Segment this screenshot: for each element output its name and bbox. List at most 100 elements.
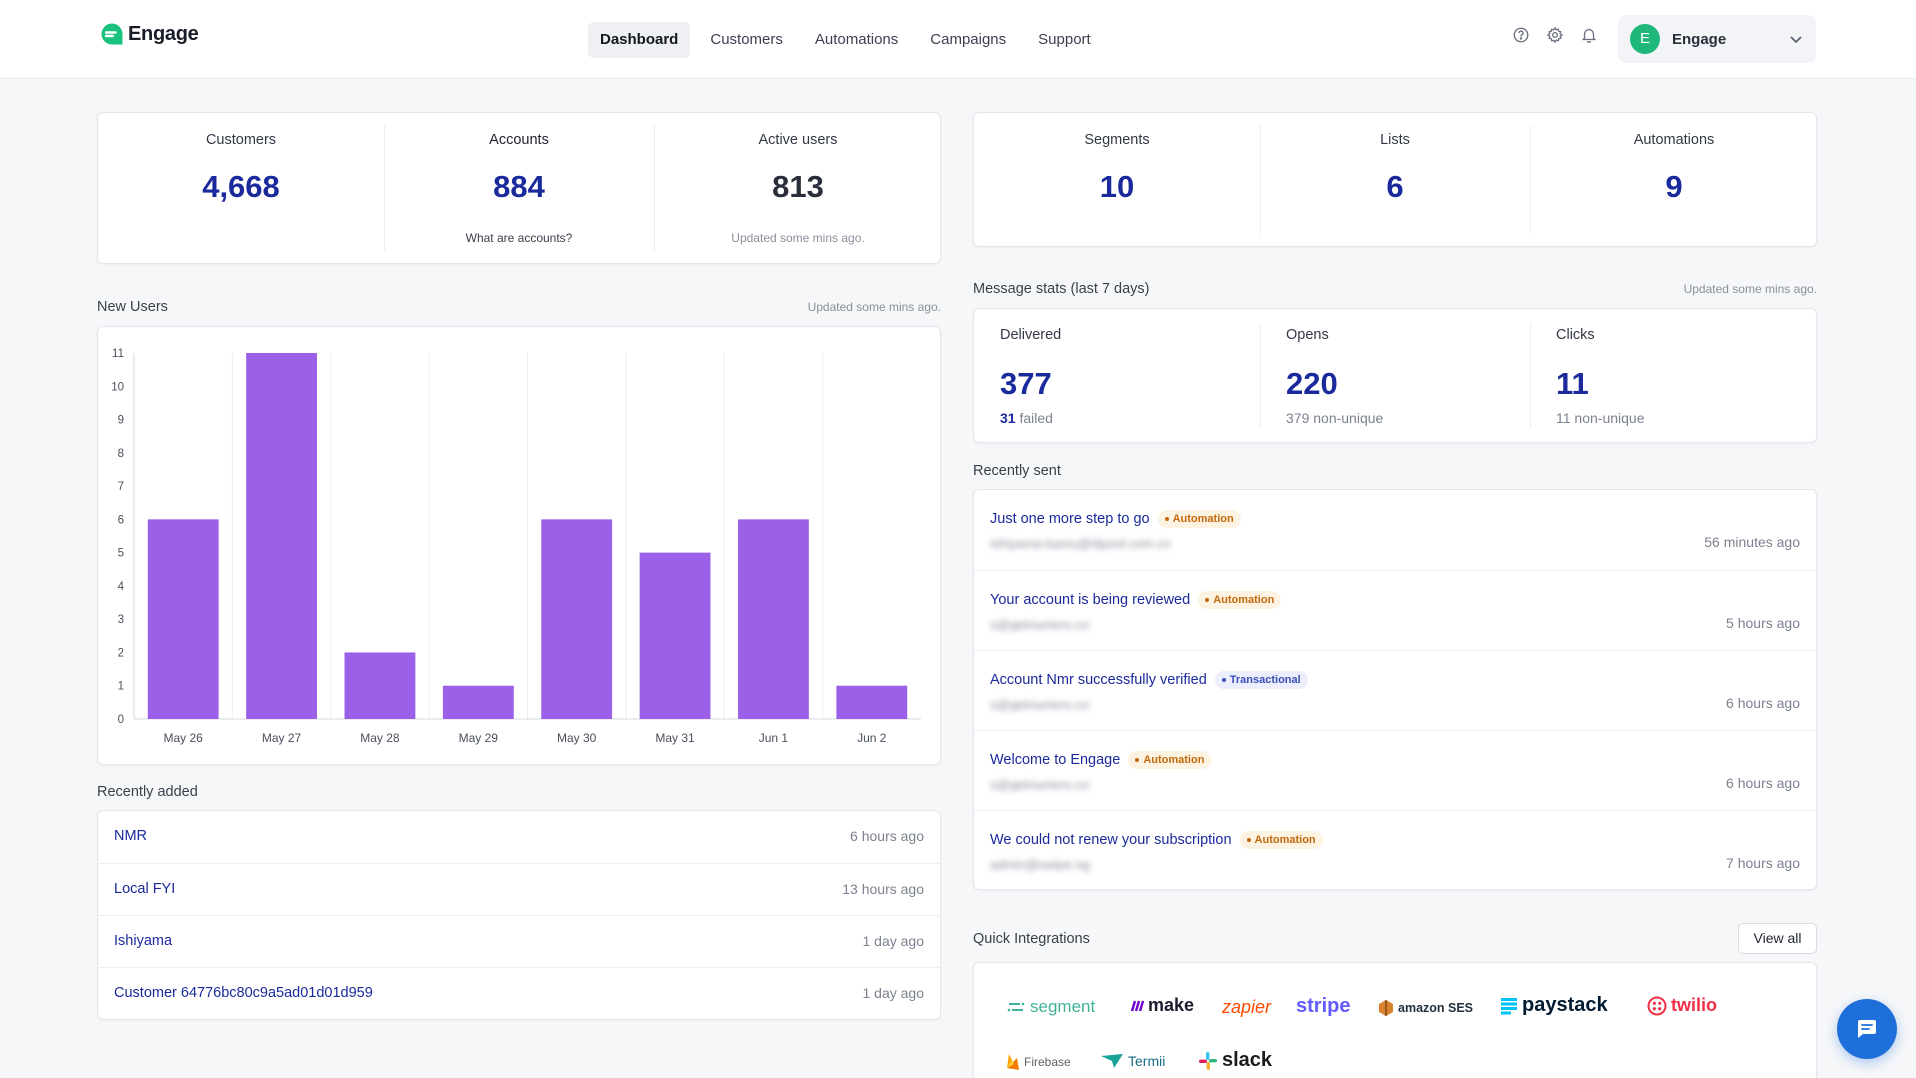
message-subject[interactable]: Welcome to Engage (990, 752, 1121, 768)
sent-time: 6 hours ago (1726, 775, 1800, 791)
stat-clicks[interactable]: Clicks 11 11 non-unique (1530, 309, 1818, 442)
x-tick-label: May 31 (655, 731, 695, 745)
list-item[interactable]: We could not renew your subscription Auto… (974, 810, 1816, 890)
stat-lists[interactable]: Lists 6 (1260, 113, 1530, 246)
view-all-button[interactable]: View all (1738, 923, 1817, 954)
stat-accounts[interactable]: Accounts 884 What are accounts? (384, 113, 654, 263)
column-divider (384, 125, 654, 251)
nav-automations[interactable]: Automations (814, 31, 899, 48)
column-divider (1260, 125, 1530, 234)
bar (639, 552, 711, 719)
paystack-logo[interactable]: paystack (1500, 994, 1608, 1017)
make-logo[interactable]: make (1130, 995, 1194, 1016)
message-subject[interactable]: We could not renew your subscription (990, 832, 1232, 848)
y-tick-label: 11 (112, 348, 124, 360)
integration-name: Firebase (1024, 1055, 1071, 1069)
transactional-badge: Transactional (1214, 671, 1308, 689)
help-icon[interactable] (1512, 26, 1530, 44)
chat-button[interactable] (1837, 999, 1897, 1059)
stat-customers[interactable]: Customers 4,668 (98, 113, 384, 263)
integration-name: make (1148, 995, 1195, 1015)
new-users-title: New Users (97, 299, 168, 315)
list-item[interactable]: Customer 64776bc80c9a5ad01d01d959 1 day … (98, 967, 940, 1019)
nav-campaigns[interactable]: Campaigns (930, 31, 1007, 48)
recipient-email: s@getnumero.co (990, 617, 1090, 632)
stat-failed: 31 failed (1000, 410, 1053, 426)
stat-value: 813 (772, 169, 824, 204)
stat-updated: Updated some mins ago. (731, 231, 865, 245)
y-tick-label: 5 (118, 548, 124, 560)
y-tick-label: 2 (118, 647, 124, 659)
header-icons (1512, 26, 1598, 44)
customer-name[interactable]: Customer 64776bc80c9a5ad01d01d959 (114, 985, 373, 1001)
customer-name[interactable]: Local FYI (114, 881, 176, 897)
automation-badge: Automation (1198, 591, 1282, 609)
bar (344, 652, 416, 719)
list-item[interactable]: Just one more step to go Automation ishiy… (974, 490, 1816, 570)
avatar: E (1630, 24, 1660, 54)
stat-active-users[interactable]: Active users 813 Updated some mins ago. (654, 113, 942, 263)
list-item[interactable]: Your account is being reviewed Automation… (974, 570, 1816, 650)
stat-automations[interactable]: Automations 9 (1530, 113, 1818, 246)
stat-non-unique: 11 non-unique (1556, 410, 1645, 426)
new-users-updated: Updated some mins ago. (807, 300, 941, 314)
message-stats-updated: Updated some mins ago. (1683, 282, 1817, 296)
customer-name[interactable]: Ishiyama (114, 933, 173, 949)
y-tick-label: 4 (118, 581, 125, 593)
slack-icon (1199, 1051, 1217, 1070)
what-are-accounts-link[interactable]: What are accounts? (465, 231, 573, 245)
stat-label: Automations (1633, 132, 1715, 148)
brand-logo[interactable]: Engage (100, 22, 199, 46)
recipient-email: admin@swipe.ng (990, 857, 1090, 872)
sent-time: 5 hours ago (1726, 615, 1800, 631)
firebase-logo[interactable]: Firebase (1006, 1053, 1071, 1071)
nav-dashboard[interactable]: Dashboard (588, 22, 691, 58)
bar (738, 519, 809, 719)
list-item[interactable]: Ishiyama 1 day ago (98, 915, 940, 967)
y-tick-label: 7 (118, 481, 124, 493)
segment-logo[interactable]: segment (1006, 997, 1095, 1017)
firebase-icon (1007, 1054, 1019, 1070)
customer-name[interactable]: NMR (114, 828, 148, 844)
stat-segments[interactable]: Segments 10 (974, 113, 1260, 246)
integrations-card: segment make zapier stripe amazon SES pa… (973, 962, 1817, 1078)
stat-opens[interactable]: Opens 220 379 non-unique (1260, 309, 1530, 442)
column-divider (654, 125, 942, 251)
list-item[interactable]: Local FYI 13 hours ago (98, 863, 940, 915)
bar (147, 519, 219, 719)
recently-added-list: NMR 6 hours ago Local FYI 13 hours ago I… (97, 810, 941, 1020)
gear-icon[interactable] (1546, 26, 1564, 44)
amazon-ses-icon (1379, 1000, 1393, 1016)
chat-icon (1858, 1020, 1876, 1038)
twilio-logo[interactable]: twilio (1647, 995, 1717, 1016)
stat-value: 11 (1556, 366, 1589, 401)
stat-delivered[interactable]: Delivered 377 31 failed (974, 309, 1260, 442)
list-item[interactable]: NMR 6 hours ago (98, 811, 940, 863)
termii-logo[interactable]: Termii (1100, 1053, 1165, 1069)
message-subject[interactable]: Your account is being reviewed (990, 592, 1191, 608)
integration-name: segment (1030, 997, 1096, 1016)
amazon-ses-logo[interactable]: amazon SES (1378, 999, 1473, 1017)
list-item[interactable]: Welcome to Engage Automation s@getnumero.… (974, 730, 1816, 810)
stat-label: Active users (758, 132, 838, 148)
new-users-chart-card: 0 1 2 3 4 5 6 7 8 9 10 11 May 26 May 27 May 28 May 29 Ma… (97, 326, 941, 765)
message-subject[interactable]: Just one more step to go (990, 511, 1150, 527)
nav-customers[interactable]: Customers (710, 31, 783, 48)
stat-value: 9 (1665, 169, 1683, 204)
x-tick-label: May 27 (262, 731, 302, 745)
bell-icon[interactable] (1580, 26, 1598, 44)
account-switcher[interactable]: E Engage (1618, 15, 1816, 63)
zapier-logo[interactable]: zapier (1222, 997, 1271, 1018)
message-subject[interactable]: Account Nmr successfully verified (990, 672, 1207, 688)
brand-name: Engage (128, 22, 199, 45)
slack-logo[interactable]: slack (1198, 1049, 1272, 1072)
list-item[interactable]: Account Nmr successfully verified Transac… (974, 650, 1816, 730)
x-tick-label: May 29 (459, 731, 499, 745)
y-tick-label: 3 (118, 614, 124, 626)
recently-added-title: Recently added (97, 784, 198, 800)
engage-logo-icon (101, 23, 123, 45)
x-tick-label: Jun 1 (759, 731, 789, 745)
stripe-logo[interactable]: stripe (1296, 995, 1350, 1018)
nav-support[interactable]: Support (1038, 31, 1091, 48)
y-tick-label: 9 (118, 415, 124, 427)
